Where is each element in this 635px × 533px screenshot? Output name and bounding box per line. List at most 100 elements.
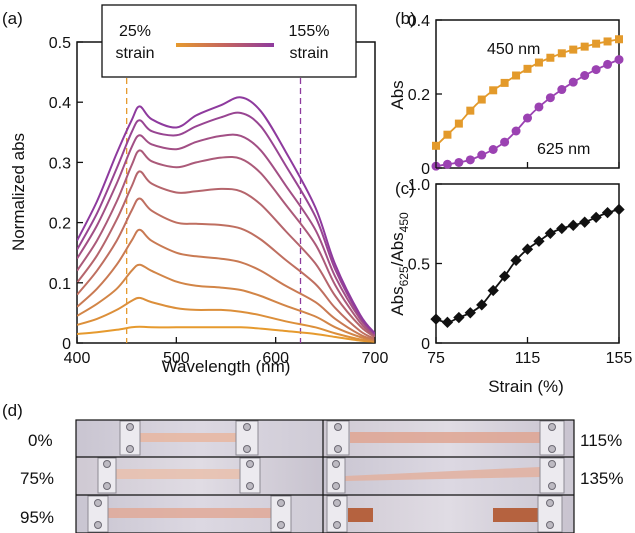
abs625-point [454,157,464,167]
abs450-point [489,86,498,95]
ratio-line [435,208,620,324]
chart-a-ylabel: Normalized abs [9,133,28,251]
series-label-450: 450 nm [487,41,540,58]
a-ytick-label: 0.1 [49,276,71,293]
panel-label-a: (a) [2,9,23,28]
strain-label-95: 95% [20,508,54,527]
a-ytick-label: 0.4 [49,95,71,112]
ratio-point [556,222,568,235]
b-ytick-label: 0 [421,161,430,178]
spectrum-line-5 [77,197,375,340]
ratio-point [464,307,476,319]
abs450-point [477,95,486,104]
a-xtick-label: 600 [262,350,289,367]
chart-b: 0 0.2 0.4 Abs 450 nm 625 nm [388,13,624,178]
strain-label-0: 0% [28,431,53,450]
abs450-point [466,106,475,115]
ratio-point [590,211,602,224]
abs625-point [557,85,567,95]
photo-grid [75,419,575,533]
abs450-point [523,64,532,73]
ylabel-mid: /Abs [388,232,407,266]
strain-label-115: 115% [580,431,622,450]
spectrum-line-9 [77,111,375,335]
ylabel-sub1: 625 [397,266,411,286]
panel-label-d: (d) [2,401,23,420]
abs450-point [454,119,463,128]
spectrum-line-3 [77,263,375,342]
spectrum-line-1 [77,325,375,343]
abs625-point [580,71,590,80]
ratio-point [441,316,454,328]
spectrum-line-8 [77,133,375,336]
abs625-point [500,137,510,147]
spectrum-line-6 [77,170,375,338]
legend-box [101,4,357,78]
spectrum-line-4 [77,228,375,341]
chart-c-ylabel: Abs625/Abs450 [388,212,411,316]
b-ytick-label: 0.2 [408,87,430,104]
abs625-point [511,126,521,136]
ratio-point [567,219,579,231]
ylabel-sub2: 450 [397,212,411,232]
abs625-point [591,65,601,75]
abs450-point [557,49,566,58]
ratio-point [544,227,557,239]
abs450-point [569,45,578,54]
chart-a-xlabel: Wavelength (nm) [162,357,291,376]
c-xtick-label: 115 [515,350,541,367]
abs450-point [615,35,623,44]
abs625-point [534,102,544,112]
abs625-point [614,55,624,65]
abs625-point [488,145,498,154]
abs625-point [523,113,532,123]
a-ytick-label: 0.2 [49,216,71,233]
strip-95pct [108,508,271,518]
chart-c-frame [435,183,620,344]
abs450-point [580,42,589,51]
abs625-point [603,59,613,69]
strip-0pct [140,433,236,442]
abs450-point [432,141,440,150]
chart-c: 0 0.5 1.0 75 115 155 Strain (%) Abs625/Abs450 [388,177,632,396]
ratio-point [510,254,522,266]
legend-gradient-line [176,43,274,47]
chart-a: 400 500 600 700 0 0.1 0.2 0.3 0.4 0.5 Wavelength … [9,4,389,376]
c-ytick-label: 1.0 [408,177,430,194]
a-xtick-label: 400 [64,350,91,367]
c-xtick-label: 75 [427,350,445,367]
ratio-point [430,313,442,325]
ratio-point [453,311,465,324]
spectrum-line-7 [77,149,375,337]
abs450-point [546,53,555,62]
abs450-point [500,78,509,87]
legend-left-line1: 25% [119,23,151,40]
a-xtick-label: 700 [362,350,389,367]
abs450-point [443,130,452,139]
ratio-point [476,299,488,311]
abs625-point [545,93,555,103]
abs625-point [442,159,452,169]
c-xtick-label: 155 [606,350,633,367]
strip-broken-right [493,508,538,522]
strip-75pct [115,469,240,479]
ratio-point [613,203,625,216]
spectrum-line-10 [77,96,375,335]
abs-line-625 [435,58,620,168]
spectrum-line-2 [77,296,375,343]
legend-right-line1: 155% [289,23,330,40]
chart-b-ylabel: Abs [388,80,407,109]
strip-115pct [350,432,540,443]
c-ytick-label: 0.5 [408,257,430,274]
strain-label-75: 75% [20,469,54,488]
abs450-point [512,71,521,80]
abs450-point [603,37,612,46]
ratio-point [601,206,614,219]
panel-label-c: (c) [395,179,415,198]
strip-135pct [345,467,540,481]
chart-c-xlabel: Strain (%) [488,377,564,396]
ratio-point [579,216,591,228]
b-ytick-label: 0.4 [408,13,430,30]
strain-photos: 0% 75% 95% 115% 135% [20,419,623,533]
